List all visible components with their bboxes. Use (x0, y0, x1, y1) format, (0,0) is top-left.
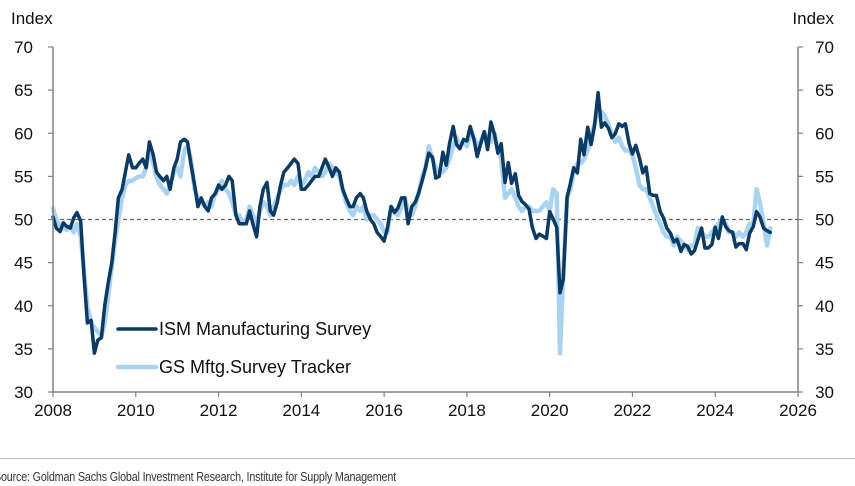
y-axis-title-right: Index (792, 9, 834, 28)
legend-label-ism: ISM Manufacturing Survey (159, 319, 371, 339)
y-tick-label-right: 55 (815, 167, 834, 186)
y-tick-label-left: 45 (14, 254, 33, 273)
footer-divider (0, 458, 855, 459)
series-line-ism-manufacturing (51, 90, 773, 355)
y-tick-label-right: 30 (815, 383, 834, 402)
y-tick-label-left: 40 (14, 297, 33, 316)
y-tick-label-right: 40 (815, 297, 834, 316)
source-note: Source: Goldman Sachs Global Investment … (0, 470, 396, 484)
y-tick-label-left: 30 (14, 383, 33, 402)
y-tick-label-right: 45 (815, 254, 834, 273)
y-tick-label-left: 70 (14, 38, 33, 57)
y-tick-label-right: 50 (815, 211, 834, 230)
x-tick-label: 2014 (282, 401, 320, 420)
x-tick-label: 2022 (614, 401, 652, 420)
legend-label-gs-tracker: GS Mftg.Survey Tracker (159, 357, 351, 377)
x-tick-label: 2026 (779, 401, 817, 420)
legend: ISM Manufacturing Survey GS Mftg.Survey T… (115, 319, 371, 377)
x-tick-label: 2008 (34, 401, 72, 420)
series-line-gs-tracker (50, 109, 773, 356)
x-tick-label: 2012 (200, 401, 238, 420)
y-tick-label-left: 35 (14, 340, 33, 359)
y-tick-label-right: 35 (815, 340, 834, 359)
x-tick-label: 2024 (696, 401, 734, 420)
x-tick-label: 2018 (448, 401, 486, 420)
y-tick-label-left: 60 (14, 124, 33, 143)
y-tick-label-left: 65 (14, 81, 33, 100)
y-tick-label-left: 55 (14, 167, 33, 186)
y-tick-label-left: 50 (14, 211, 33, 230)
y-axis-title-left: Index (11, 9, 53, 28)
y-tick-label-right: 65 (815, 81, 834, 100)
x-tick-label: 2010 (117, 401, 155, 420)
y-tick-label-right: 70 (815, 38, 834, 57)
y-tick-label-right: 60 (815, 124, 834, 143)
x-tick-label: 2020 (531, 401, 569, 420)
x-tick-label: 2016 (365, 401, 403, 420)
